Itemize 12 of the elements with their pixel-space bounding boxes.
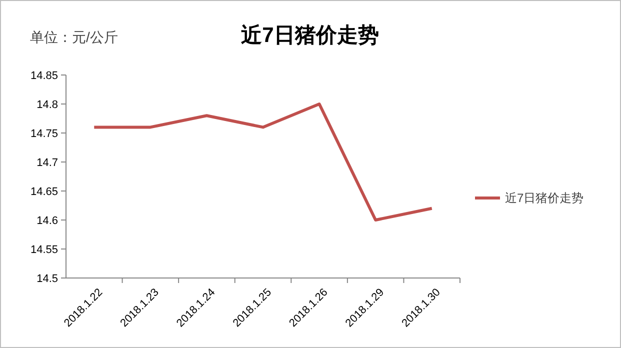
y-tick-label: 14.55: [30, 244, 58, 256]
y-tick-label: 14.75: [30, 128, 58, 140]
annotation: 单位：元/公斤: [30, 29, 118, 45]
y-tick-label: 14.5: [36, 273, 58, 285]
title: 近7日猪价走势: [241, 24, 379, 47]
legend-label: 近7日猪价走势: [505, 191, 584, 205]
line-series: [92, 102, 434, 222]
y-tick-label: 14.7: [36, 157, 58, 169]
y-tick-label: 14.85: [30, 70, 58, 82]
y-tick-label: 14.8: [36, 99, 58, 111]
y-tick-label: 14.6: [36, 215, 58, 227]
y-tick-label: 14.65: [30, 186, 58, 198]
